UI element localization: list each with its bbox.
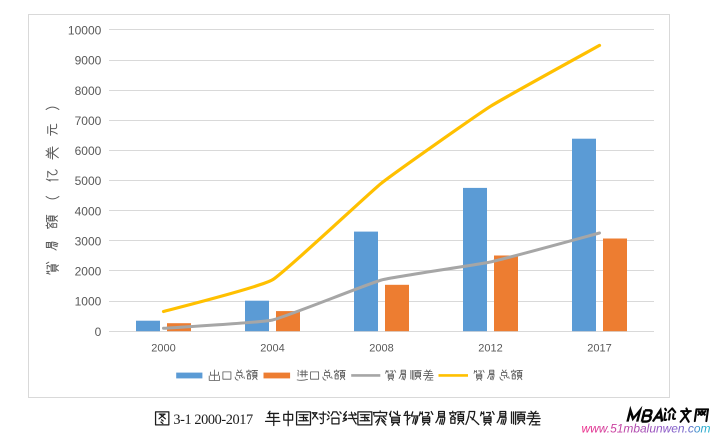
svg-text:3-1 2000-2017: 3-1 2000-2017 xyxy=(173,412,253,428)
svg-text:4000: 4000 xyxy=(75,204,102,218)
svg-text:2000: 2000 xyxy=(151,343,175,355)
svg-text:2017: 2017 xyxy=(587,343,611,355)
svg-text:6000: 6000 xyxy=(75,144,102,158)
svg-text:2000: 2000 xyxy=(75,265,102,279)
svg-text:7000: 7000 xyxy=(75,114,102,128)
svg-text:5000: 5000 xyxy=(75,174,102,188)
svg-text:1000: 1000 xyxy=(75,295,102,309)
svg-text:www.51mbalunwen.com: www.51mbalunwen.com xyxy=(582,422,711,436)
svg-text:2012: 2012 xyxy=(478,343,502,355)
svg-text:0: 0 xyxy=(95,325,102,339)
svg-text:2008: 2008 xyxy=(369,343,393,355)
svg-text:2004: 2004 xyxy=(260,343,284,355)
svg-text:3000: 3000 xyxy=(75,234,102,248)
svg-text:8000: 8000 xyxy=(75,84,102,98)
svg-text:10000: 10000 xyxy=(68,24,102,38)
svg-text:9000: 9000 xyxy=(75,54,102,68)
